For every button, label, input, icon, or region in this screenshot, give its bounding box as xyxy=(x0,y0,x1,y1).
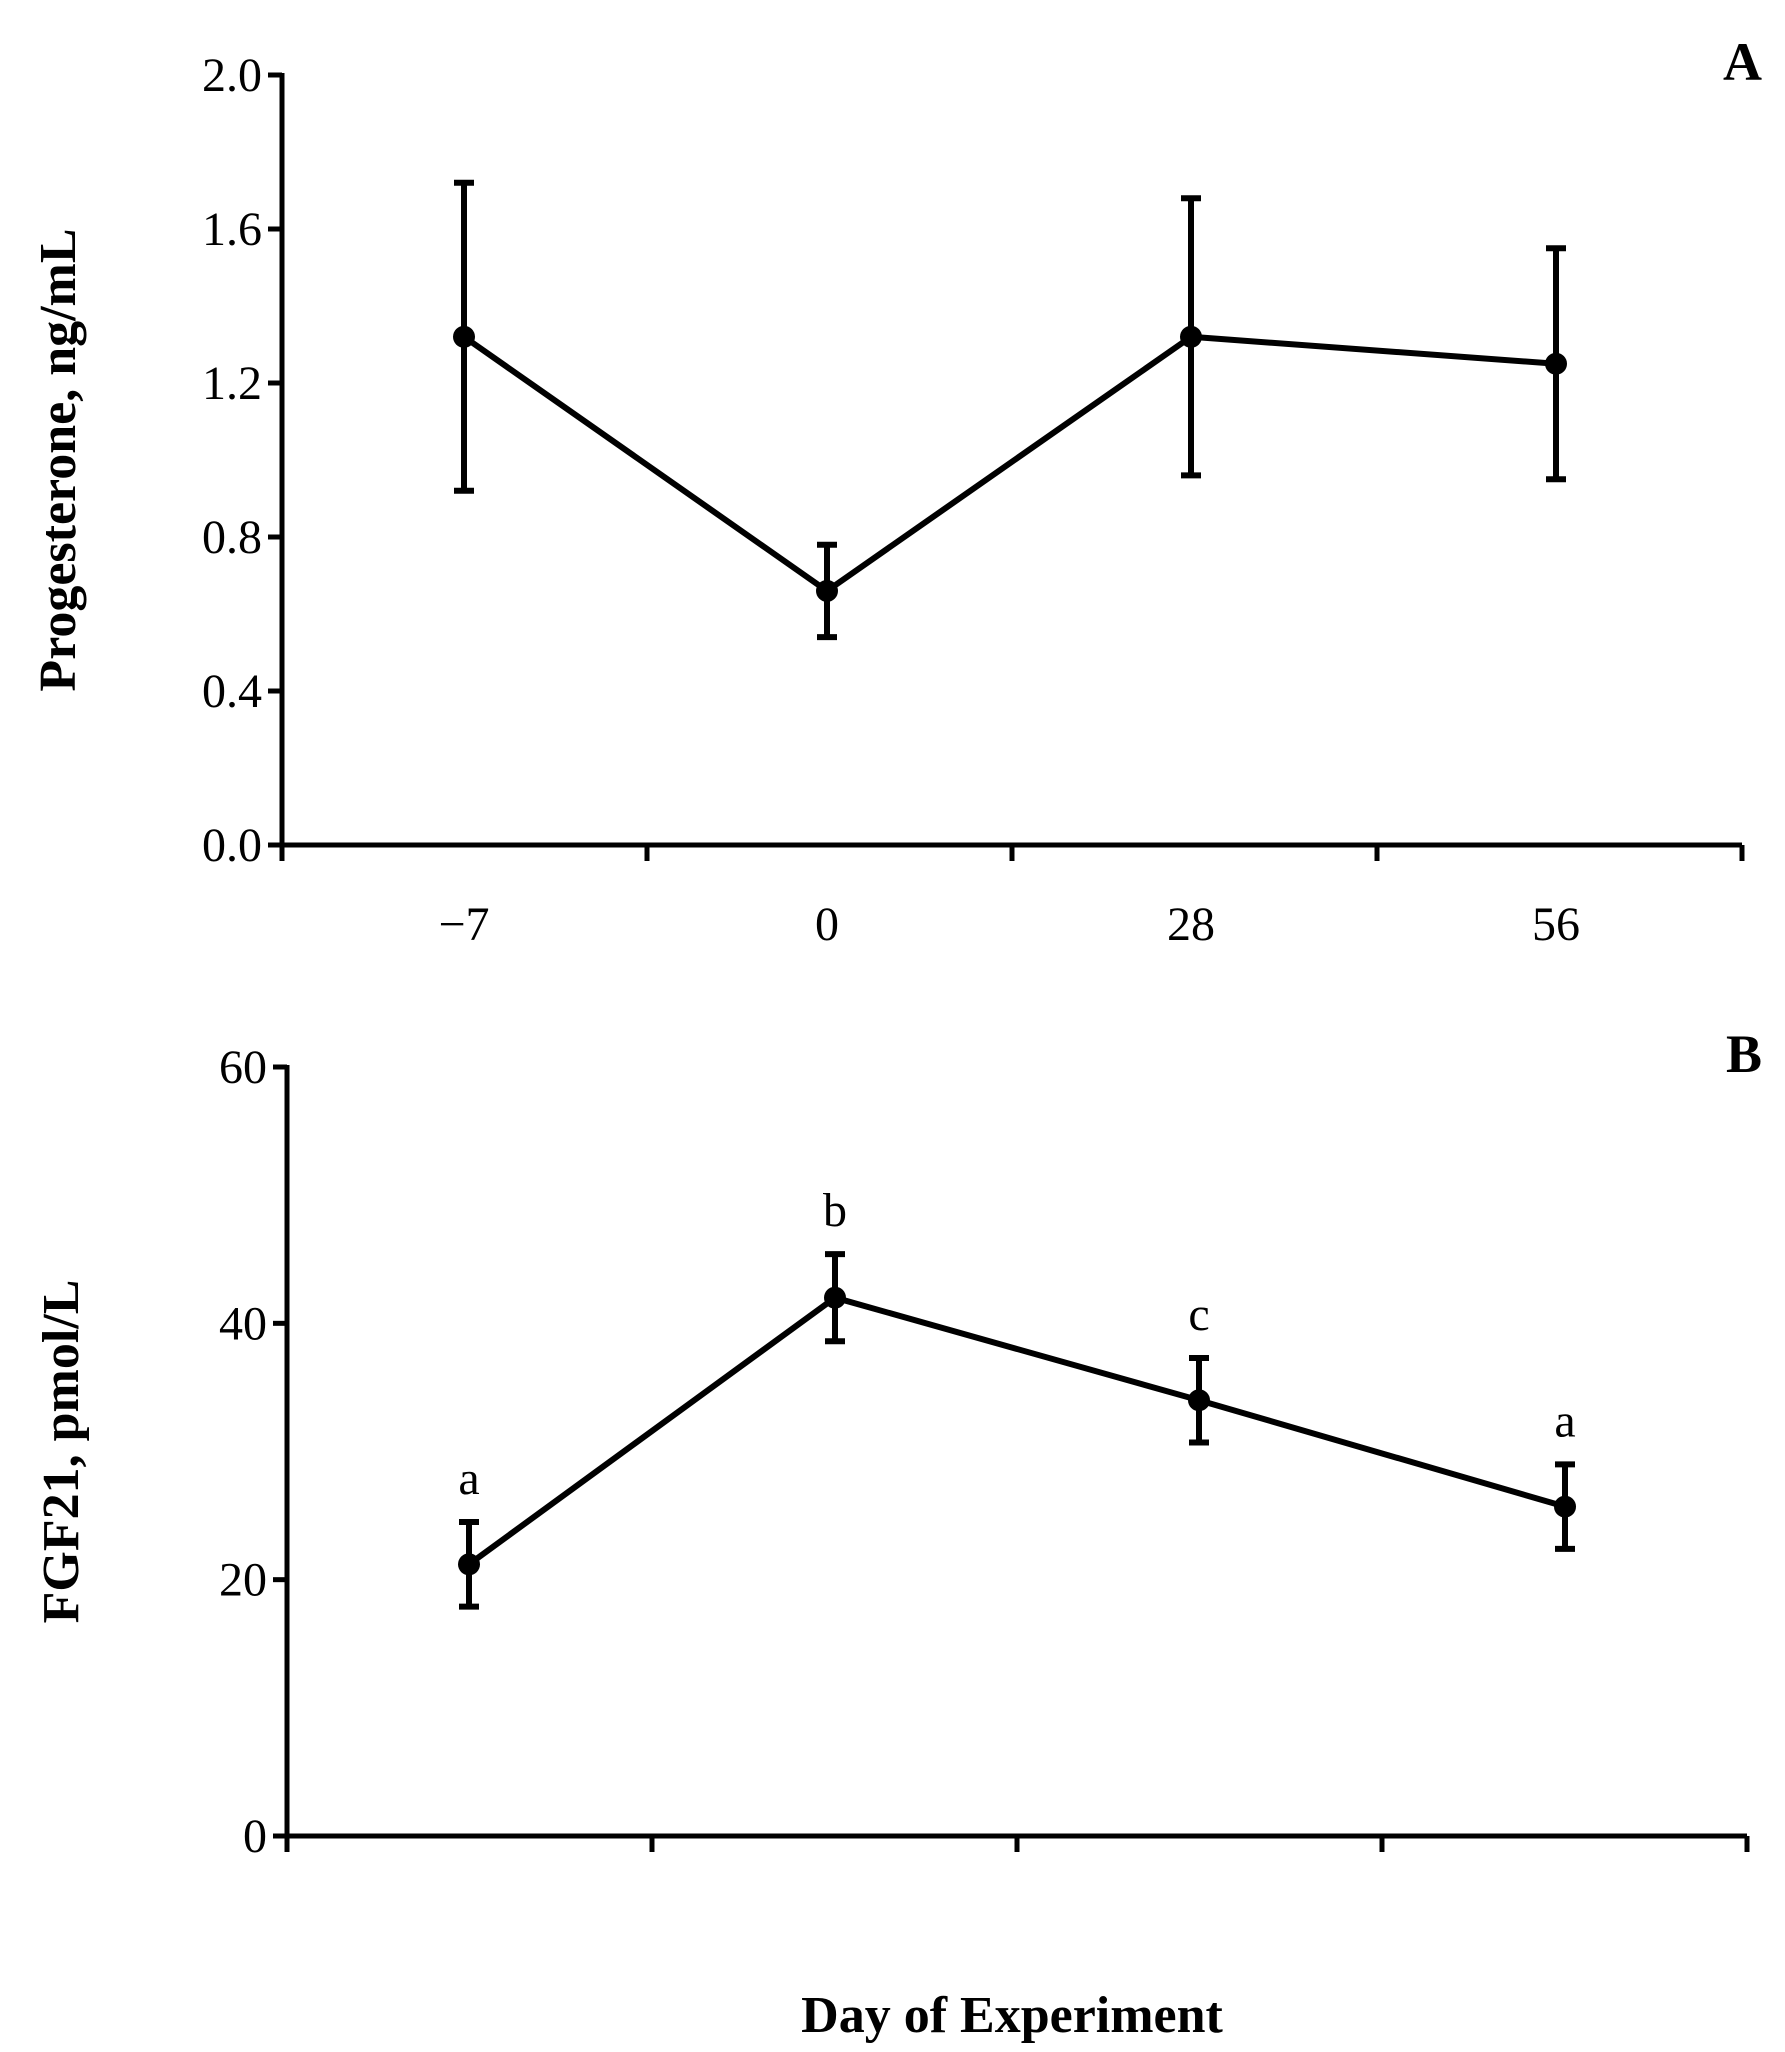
x-axis-title: Day of Experiment xyxy=(801,1987,1223,2044)
y-axis-title: FGF21, pmol/L xyxy=(33,1280,90,1624)
series-line xyxy=(467,1294,1566,1567)
significance-letter: a xyxy=(1554,1394,1575,1447)
y-tick-label: 1.6 xyxy=(202,203,262,256)
panel-a-chart: 0.0 0.4 0.8 1.2 1.6 2.0 −7 0 28 56 Progesterone, n… xyxy=(30,32,1762,951)
y-tick-label: 2.0 xyxy=(202,49,262,102)
data-point xyxy=(1545,352,1567,375)
y-tick-label: 0.8 xyxy=(202,511,262,564)
data-point xyxy=(458,1553,480,1576)
data-point xyxy=(1180,325,1202,348)
y-axis-title: Progesterone, ng/mL xyxy=(30,228,87,691)
x-tick-label: 28 xyxy=(1167,898,1215,951)
y-tick-label: 0 xyxy=(243,1810,267,1863)
significance-letter: b xyxy=(823,1184,847,1237)
data-point xyxy=(1554,1495,1576,1518)
data-point xyxy=(453,325,475,348)
y-tick-label: 0.0 xyxy=(202,819,262,872)
x-tick-label: 56 xyxy=(1532,898,1580,951)
x-tick-label: 0 xyxy=(815,898,839,951)
y-tick-label: 60 xyxy=(219,1041,267,1094)
panel-b-chart: 0 20 40 60 FGF21, pmol/L Ba b c a xyxy=(33,1024,1762,1863)
y-tick-label: 0.4 xyxy=(202,665,262,718)
significance-letter: c xyxy=(1188,1288,1209,1341)
significance-letter: a xyxy=(458,1452,479,1505)
y-tick-label: 40 xyxy=(219,1297,267,1350)
x-tick-label: −7 xyxy=(438,898,489,951)
y-tick-label: 20 xyxy=(219,1554,267,1607)
panel-label: A xyxy=(1723,32,1762,92)
data-point xyxy=(1188,1389,1210,1412)
series-line xyxy=(462,333,1557,594)
data-point xyxy=(824,1286,846,1309)
y-tick-label: 1.2 xyxy=(202,357,262,410)
panel-label: B xyxy=(1726,1024,1762,1084)
data-point xyxy=(816,579,838,602)
